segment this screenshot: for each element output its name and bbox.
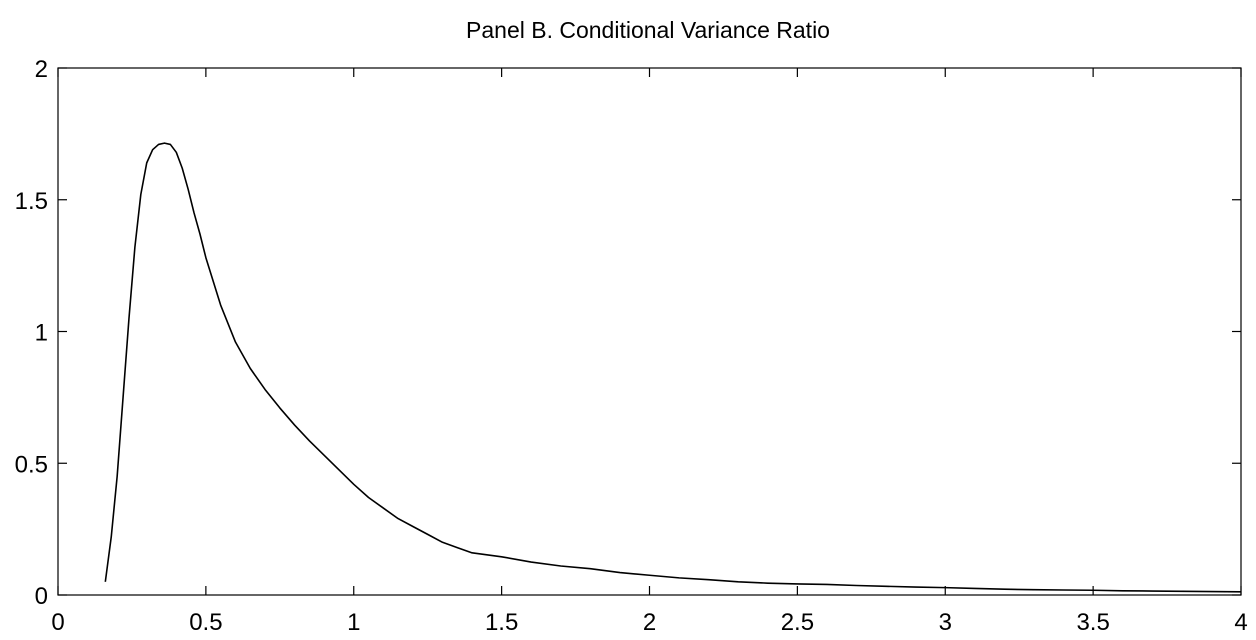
y-tick-label: 1 — [35, 320, 48, 347]
y-tick-label: 1.5 — [15, 188, 48, 215]
x-tick-label: 0 — [51, 609, 64, 636]
plot-area-frame — [57, 67, 1242, 596]
y-tick-label: 2 — [35, 56, 48, 83]
x-tick-label: 3.5 — [1076, 609, 1109, 636]
x-tick-label: 1.5 — [485, 609, 518, 636]
x-axis: 0 0.5 1 1.5 2 2.5 3 3.5 4 — [51, 68, 1248, 636]
chart-title: Panel B. Conditional Variance Ratio — [466, 17, 830, 43]
x-tick-label: 1 — [347, 609, 360, 636]
x-tick-label: 2 — [643, 609, 656, 636]
x-tick-label: 4 — [1234, 609, 1247, 636]
y-tick-label: 0 — [35, 583, 48, 610]
y-tick-label: 0.5 — [15, 451, 48, 478]
series-line — [104, 142, 1242, 593]
x-tick-label: 2.5 — [781, 609, 814, 636]
y-axis: 0 0.5 1 1.5 2 — [15, 56, 1241, 610]
x-tick-label: 3 — [939, 609, 952, 636]
x-tick-label: 0.5 — [189, 609, 222, 636]
